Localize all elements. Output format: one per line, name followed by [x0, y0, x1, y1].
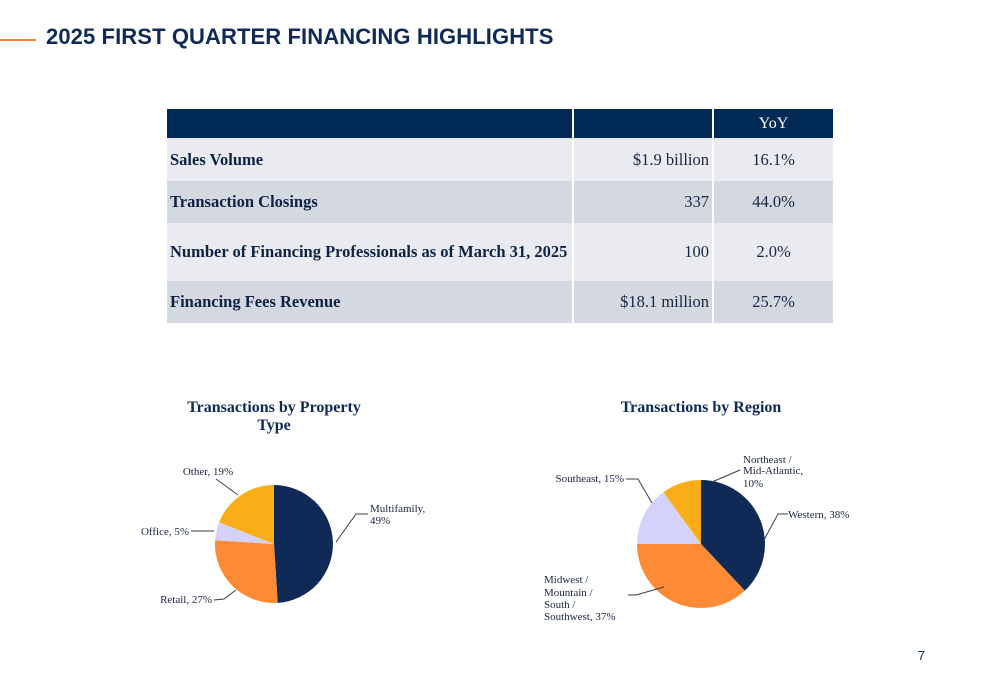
pie-slice-other — [219, 484, 274, 544]
row-label: Sales Volume — [167, 138, 573, 181]
row-value: 100 — [572, 223, 713, 281]
pie-slice-office — [215, 522, 274, 544]
table-header-row: YoY — [167, 109, 833, 138]
pie-slice-northeast-mid-atlantic — [663, 480, 701, 544]
row-value: 337 — [572, 181, 713, 223]
table-row: Sales Volume $1.9 billion 16.1% — [167, 138, 833, 181]
leader-line — [628, 586, 665, 596]
row-yoy: 44.0% — [712, 181, 833, 223]
row-label: Number of Financing Professionals as of … — [167, 223, 573, 281]
pie-data-label: Midwest / Mountain / South / Southwest, 37% — [544, 574, 616, 623]
leader-line — [711, 469, 741, 483]
pie-data-label: Western, 38% — [788, 509, 849, 521]
row-value: $1.9 billion — [572, 138, 713, 181]
leader-line — [215, 478, 239, 496]
pie-data-label: Multifamily, 49% — [370, 503, 425, 527]
header-value-cell — [572, 109, 713, 138]
pie-slice-western — [701, 480, 765, 591]
pie-data-label: Other, 19% — [183, 466, 233, 478]
pie-data-label: Office, 5% — [141, 526, 189, 538]
table-row: Transaction Closings 337 44.0% — [167, 181, 833, 223]
leader-line — [763, 513, 788, 541]
property-type-chart-title: Transactions by Property Type — [187, 399, 361, 434]
row-label: Transaction Closings — [167, 181, 573, 223]
leader-line — [335, 513, 368, 543]
leader-line — [626, 478, 653, 504]
pie-slice-southeast — [637, 492, 701, 544]
table-row: Financing Fees Revenue $18.1 million 25.… — [167, 281, 833, 323]
pie-slice-retail — [215, 540, 278, 603]
pie-slice-multifamily — [274, 485, 333, 603]
financing-highlights-table: YoY Sales Volume $1.9 billion 16.1% Tran… — [167, 109, 833, 323]
pie-data-label: Retail, 27% — [160, 594, 212, 606]
row-label: Financing Fees Revenue — [167, 281, 573, 323]
pie-data-label: Southeast, 15% — [556, 473, 624, 485]
row-yoy: 16.1% — [712, 138, 833, 181]
header-label-cell — [167, 109, 573, 138]
pie-slice-midwest-mountain-south-southwest — [637, 544, 745, 608]
row-yoy: 25.7% — [712, 281, 833, 323]
leader-line — [213, 589, 237, 601]
region-chart-title: Transactions by Region — [620, 399, 782, 416]
pie-data-label: Northeast / Mid-Atlantic, 10% — [743, 454, 803, 490]
title-accent-line — [0, 39, 36, 41]
table-row: Number of Financing Professionals as of … — [167, 223, 833, 281]
row-yoy: 2.0% — [712, 223, 833, 281]
page-number: 7 — [917, 648, 925, 663]
page-title: 2025 FIRST QUARTER FINANCING HIGHLIGHTS — [46, 24, 554, 49]
header-yoy-cell: YoY — [712, 109, 833, 138]
row-value: $18.1 million — [572, 281, 713, 323]
